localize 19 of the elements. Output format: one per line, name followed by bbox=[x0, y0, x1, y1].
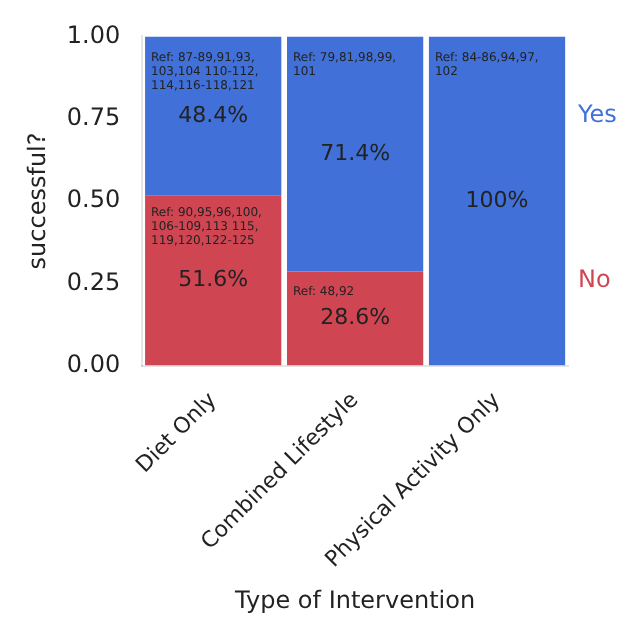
data-label: 51.6% bbox=[178, 266, 249, 293]
data-label: 48.4% bbox=[178, 101, 249, 128]
bar bbox=[145, 36, 282, 196]
bar bbox=[287, 271, 424, 366]
y-tick-label: 1.00 bbox=[66, 20, 121, 49]
data-label: 28.6% bbox=[320, 304, 391, 331]
y-tick-label: 0.50 bbox=[66, 185, 121, 214]
y-tick-label: 0.00 bbox=[66, 349, 121, 378]
bar bbox=[287, 36, 424, 272]
y-tick-label: 0.75 bbox=[66, 102, 121, 131]
data-label: 71.4% bbox=[320, 139, 391, 166]
y-axis-title: successful? bbox=[22, 132, 51, 270]
data-label: 100% bbox=[465, 186, 529, 213]
series-label: Yes bbox=[576, 100, 617, 129]
x-axis-title: Type of Intervention bbox=[233, 585, 476, 614]
bar bbox=[428, 36, 566, 366]
bar bbox=[145, 195, 282, 366]
y-tick-label: 0.25 bbox=[66, 267, 121, 296]
text: No bbox=[578, 264, 611, 293]
